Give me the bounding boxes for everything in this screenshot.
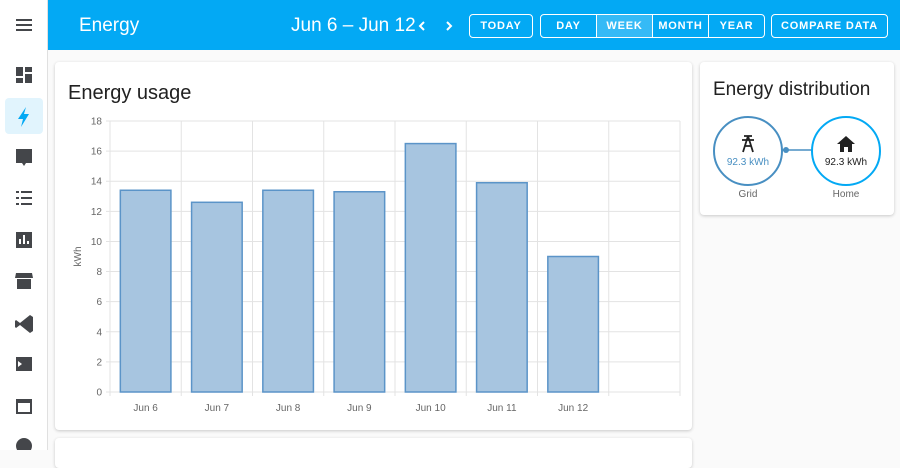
y-axis-label: kWh bbox=[73, 247, 84, 267]
flow-dot bbox=[783, 147, 789, 153]
bar bbox=[190, 201, 243, 393]
logbook-icon[interactable] bbox=[16, 149, 32, 166]
x-tick-label: Jun 6 bbox=[133, 403, 158, 414]
y-tick-label: 12 bbox=[91, 207, 103, 218]
sidebar-icons bbox=[5, 19, 43, 454]
home-label: Home bbox=[833, 189, 860, 200]
y-tick-label: 16 bbox=[91, 147, 103, 158]
bar bbox=[262, 189, 315, 393]
period-button[interactable]: WEEK bbox=[597, 15, 653, 37]
distribution: Energy distribution 92.3 kWh Grid 92.3 k… bbox=[713, 79, 881, 200]
vscode-icon[interactable] bbox=[15, 315, 33, 333]
menu-icon[interactable] bbox=[16, 29, 32, 31]
today-button[interactable]: TODAY bbox=[469, 14, 533, 38]
x-tick-label: Jun 10 bbox=[416, 403, 446, 414]
grid-node[interactable] bbox=[713, 116, 783, 186]
y-tick-label: 8 bbox=[96, 267, 102, 278]
distribution-card: Energy distribution 92.3 kWh Grid 92.3 k… bbox=[700, 62, 894, 215]
energy-icon[interactable] bbox=[18, 107, 29, 127]
page-title: Energy bbox=[79, 15, 140, 36]
y-tick-label: 14 bbox=[91, 177, 103, 188]
home-icon bbox=[837, 136, 855, 152]
y-tick-label: 18 bbox=[91, 117, 103, 128]
period-button[interactable]: MONTH bbox=[653, 15, 709, 37]
prev-button[interactable] bbox=[418, 21, 425, 31]
bar bbox=[404, 142, 457, 393]
date-range: Jun 6 – Jun 12 bbox=[291, 15, 416, 36]
top-bar: Energy Jun 6 – Jun 12 TODAY DAY WEEK MONTH… bbox=[48, 0, 900, 50]
x-tick-label: Jun 9 bbox=[347, 403, 372, 414]
bar bbox=[475, 181, 528, 393]
list-icon[interactable] bbox=[16, 191, 32, 205]
chart-title: Energy usage bbox=[68, 82, 191, 104]
sidebar bbox=[0, 0, 48, 454]
terminal-icon[interactable] bbox=[16, 357, 32, 371]
y-tick-label: 10 bbox=[91, 237, 103, 248]
hacs-icon[interactable] bbox=[15, 273, 33, 289]
y-tick-label: 6 bbox=[96, 297, 102, 308]
history-icon[interactable] bbox=[16, 232, 32, 248]
next-button[interactable] bbox=[446, 21, 453, 31]
home-value: 92.3 kWh bbox=[825, 157, 867, 168]
calendar-icon[interactable] bbox=[16, 399, 32, 414]
bar bbox=[119, 189, 172, 393]
y-tick-label: 4 bbox=[96, 327, 102, 338]
distribution-title: Energy distribution bbox=[713, 79, 870, 100]
grid-value: 92.3 kWh bbox=[727, 157, 769, 168]
page: Energy Jun 6 – Jun 12 TODAY DAY WEEK MONTH… bbox=[0, 0, 900, 454]
next-card bbox=[55, 438, 692, 468]
x-tick-label: Jun 11 bbox=[487, 403, 517, 414]
more-icon[interactable] bbox=[16, 438, 32, 454]
period-button[interactable]: YEAR bbox=[719, 20, 754, 32]
bar bbox=[547, 255, 600, 393]
chart: Energy usage kWh 0 2 4 6 8 10 12 14 16 18 Jun 6 Jun … bbox=[68, 82, 681, 414]
bar bbox=[333, 191, 386, 393]
period-group: DAY WEEK MONTH YEAR bbox=[540, 14, 765, 38]
energy-usage-card: Energy usage kWh 0 2 4 6 8 10 12 14 16 18 Jun 6 Jun … bbox=[55, 62, 692, 430]
period-button[interactable]: DAY bbox=[541, 15, 597, 37]
grid-label: Grid bbox=[739, 189, 758, 200]
date-nav bbox=[418, 21, 453, 31]
y-tick-label: 0 bbox=[96, 388, 102, 399]
x-tick-label: Jun 7 bbox=[205, 403, 230, 414]
compare-button[interactable]: COMPARE DATA bbox=[771, 14, 888, 38]
y-tick-label: 2 bbox=[96, 357, 102, 368]
home-node[interactable] bbox=[811, 116, 881, 186]
menu-icon[interactable] bbox=[16, 19, 32, 21]
overview-icon[interactable] bbox=[16, 67, 32, 83]
menu-icon[interactable] bbox=[16, 24, 32, 26]
grid-icon bbox=[742, 135, 754, 153]
x-tick-label: Jun 8 bbox=[276, 403, 301, 414]
x-tick-label: Jun 12 bbox=[558, 403, 588, 414]
